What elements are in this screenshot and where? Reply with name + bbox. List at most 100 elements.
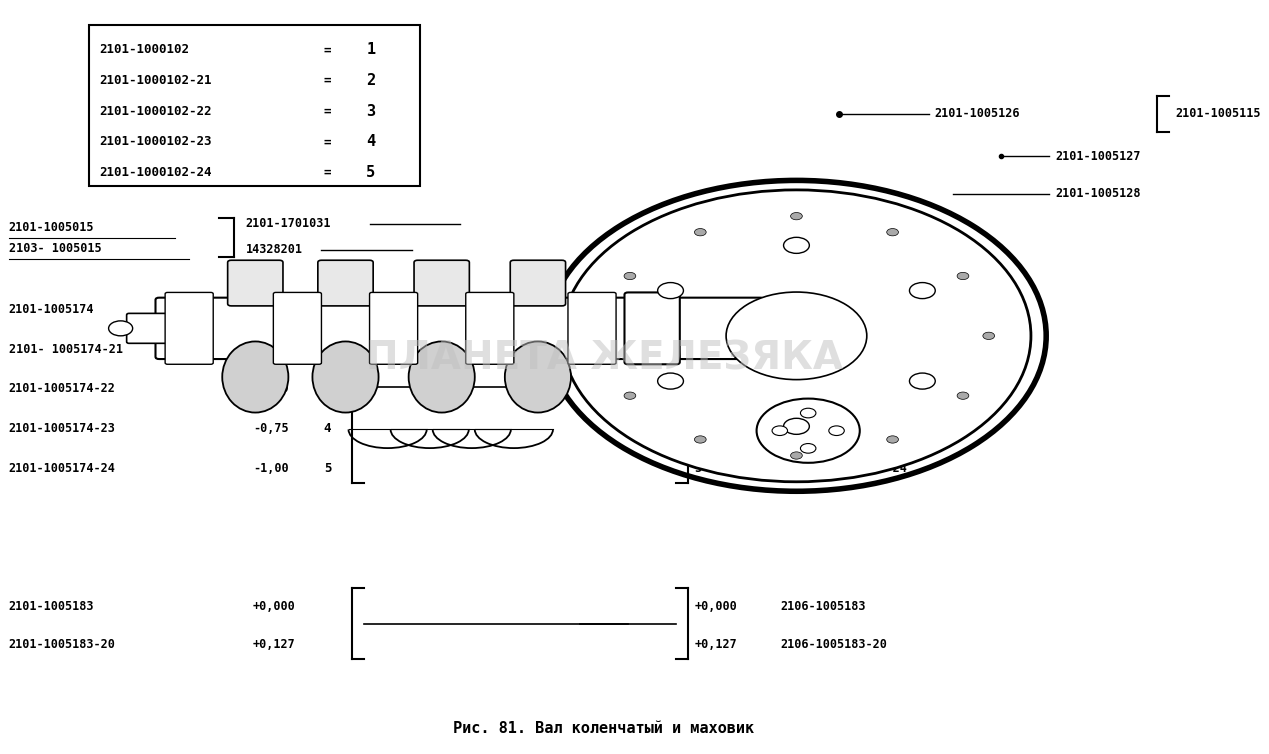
Circle shape [783, 418, 810, 434]
Circle shape [598, 333, 610, 339]
FancyBboxPatch shape [156, 298, 764, 359]
Circle shape [791, 452, 802, 459]
Text: 2101-1005174: 2101-1005174 [9, 303, 94, 316]
Text: 2101-1005115: 2101-1005115 [1175, 107, 1260, 121]
Circle shape [772, 426, 788, 436]
Text: 3: 3 [694, 380, 704, 398]
Text: 4: 4 [367, 134, 376, 149]
FancyBboxPatch shape [624, 293, 680, 364]
Text: 2101-1000102-21: 2101-1000102-21 [99, 74, 212, 87]
Text: 2106-1005183-20: 2106-1005183-20 [780, 638, 888, 651]
Text: -0,75: -0,75 [730, 422, 766, 435]
Text: -1,00: -1,00 [253, 461, 288, 475]
FancyBboxPatch shape [510, 260, 566, 306]
Circle shape [562, 190, 1030, 482]
Circle shape [910, 283, 935, 299]
Text: 2101-1000102-24: 2101-1000102-24 [99, 166, 212, 179]
Circle shape [694, 228, 706, 236]
Text: 2101-1005170-23: 2101-1005170-23 [799, 422, 907, 435]
FancyBboxPatch shape [227, 260, 283, 306]
Ellipse shape [409, 342, 475, 412]
Ellipse shape [312, 342, 378, 412]
Text: 2: 2 [324, 343, 331, 356]
Circle shape [726, 292, 867, 379]
Text: 3: 3 [367, 104, 376, 119]
Circle shape [109, 321, 133, 336]
Text: 2: 2 [367, 73, 376, 88]
Text: -0,25: -0,25 [730, 343, 766, 356]
Text: 2101-1005126: 2101-1005126 [935, 107, 1020, 120]
Text: 1: 1 [694, 303, 702, 316]
FancyBboxPatch shape [569, 293, 615, 364]
Text: 2101-1701031: 2101-1701031 [246, 217, 331, 230]
Text: +0,127: +0,127 [694, 638, 737, 651]
Text: 5: 5 [367, 165, 376, 180]
Circle shape [887, 436, 898, 443]
Text: -1,00: -1,00 [730, 461, 766, 475]
Text: ПЛАНЕТА ЖЕЛЕЗЯКА: ПЛАНЕТА ЖЕЛЕЗЯКА [365, 339, 843, 377]
Text: 2101- 1005174-21: 2101- 1005174-21 [9, 343, 123, 356]
Text: 2106-1005183: 2106-1005183 [780, 600, 867, 613]
Circle shape [957, 392, 968, 400]
FancyBboxPatch shape [165, 293, 213, 364]
Circle shape [801, 408, 816, 418]
Circle shape [829, 426, 844, 436]
Circle shape [791, 213, 802, 220]
Text: 2101-1005170-24: 2101-1005170-24 [799, 461, 907, 475]
Text: =: = [324, 44, 331, 57]
Text: -0,50: -0,50 [730, 382, 766, 396]
FancyBboxPatch shape [317, 260, 373, 306]
Text: =: = [324, 105, 331, 118]
Text: -0,50: -0,50 [253, 382, 288, 396]
Circle shape [624, 392, 636, 400]
Text: 2101-1005174-23: 2101-1005174-23 [9, 422, 115, 435]
Text: Рис. 81. Вал коленчатый и маховик: Рис. 81. Вал коленчатый и маховик [453, 722, 755, 736]
Circle shape [657, 283, 684, 299]
Bar [89, 25, 420, 186]
Text: 2101-1005183-20: 2101-1005183-20 [9, 638, 115, 651]
Text: -0,25: -0,25 [253, 343, 288, 356]
Text: 3: 3 [322, 380, 332, 398]
Text: 2101-1000102: 2101-1000102 [99, 44, 189, 57]
Text: 2101-1005174-22: 2101-1005174-22 [9, 382, 115, 396]
Text: +0,127: +0,127 [253, 638, 296, 651]
Text: =: = [324, 136, 331, 149]
Circle shape [887, 228, 898, 236]
Circle shape [957, 272, 968, 280]
Text: =: = [324, 166, 331, 179]
FancyBboxPatch shape [273, 293, 321, 364]
Text: 2101-1005170-22: 2101-1005170-22 [799, 382, 907, 396]
Text: 4: 4 [694, 422, 702, 435]
Circle shape [983, 333, 995, 339]
Text: 2101-1000102-22: 2101-1000102-22 [99, 105, 212, 118]
Circle shape [694, 436, 706, 443]
Circle shape [783, 238, 810, 253]
Text: 14328201: 14328201 [246, 244, 303, 256]
Text: 5: 5 [324, 461, 331, 475]
Text: 1: 1 [367, 42, 376, 57]
FancyBboxPatch shape [466, 293, 514, 364]
Text: 4: 4 [324, 422, 331, 435]
Text: +0,000: +0,000 [694, 600, 737, 613]
Text: 2101-1005015: 2101-1005015 [9, 221, 94, 234]
Text: 5: 5 [694, 461, 702, 475]
Text: 2101-1005127: 2101-1005127 [1055, 150, 1141, 163]
Text: 2: 2 [694, 343, 702, 356]
Text: 2101-1005170-21: 2101-1005170-21 [799, 343, 907, 356]
Text: 2101-1005174-24: 2101-1005174-24 [9, 461, 115, 475]
Text: 2101-1005183: 2101-1005183 [9, 600, 94, 613]
Text: 1: 1 [324, 303, 331, 316]
Circle shape [910, 373, 935, 389]
Circle shape [756, 399, 860, 463]
Ellipse shape [222, 342, 288, 412]
Circle shape [801, 443, 816, 453]
Circle shape [624, 272, 636, 280]
Text: -0,00: -0,00 [730, 303, 766, 316]
Text: -0,00: -0,00 [253, 303, 288, 316]
FancyBboxPatch shape [369, 293, 418, 364]
Text: 2101-1000102-23: 2101-1000102-23 [99, 136, 212, 149]
FancyBboxPatch shape [127, 314, 168, 343]
Text: +0,000: +0,000 [253, 600, 296, 613]
Ellipse shape [505, 342, 571, 412]
Text: =: = [324, 74, 331, 87]
